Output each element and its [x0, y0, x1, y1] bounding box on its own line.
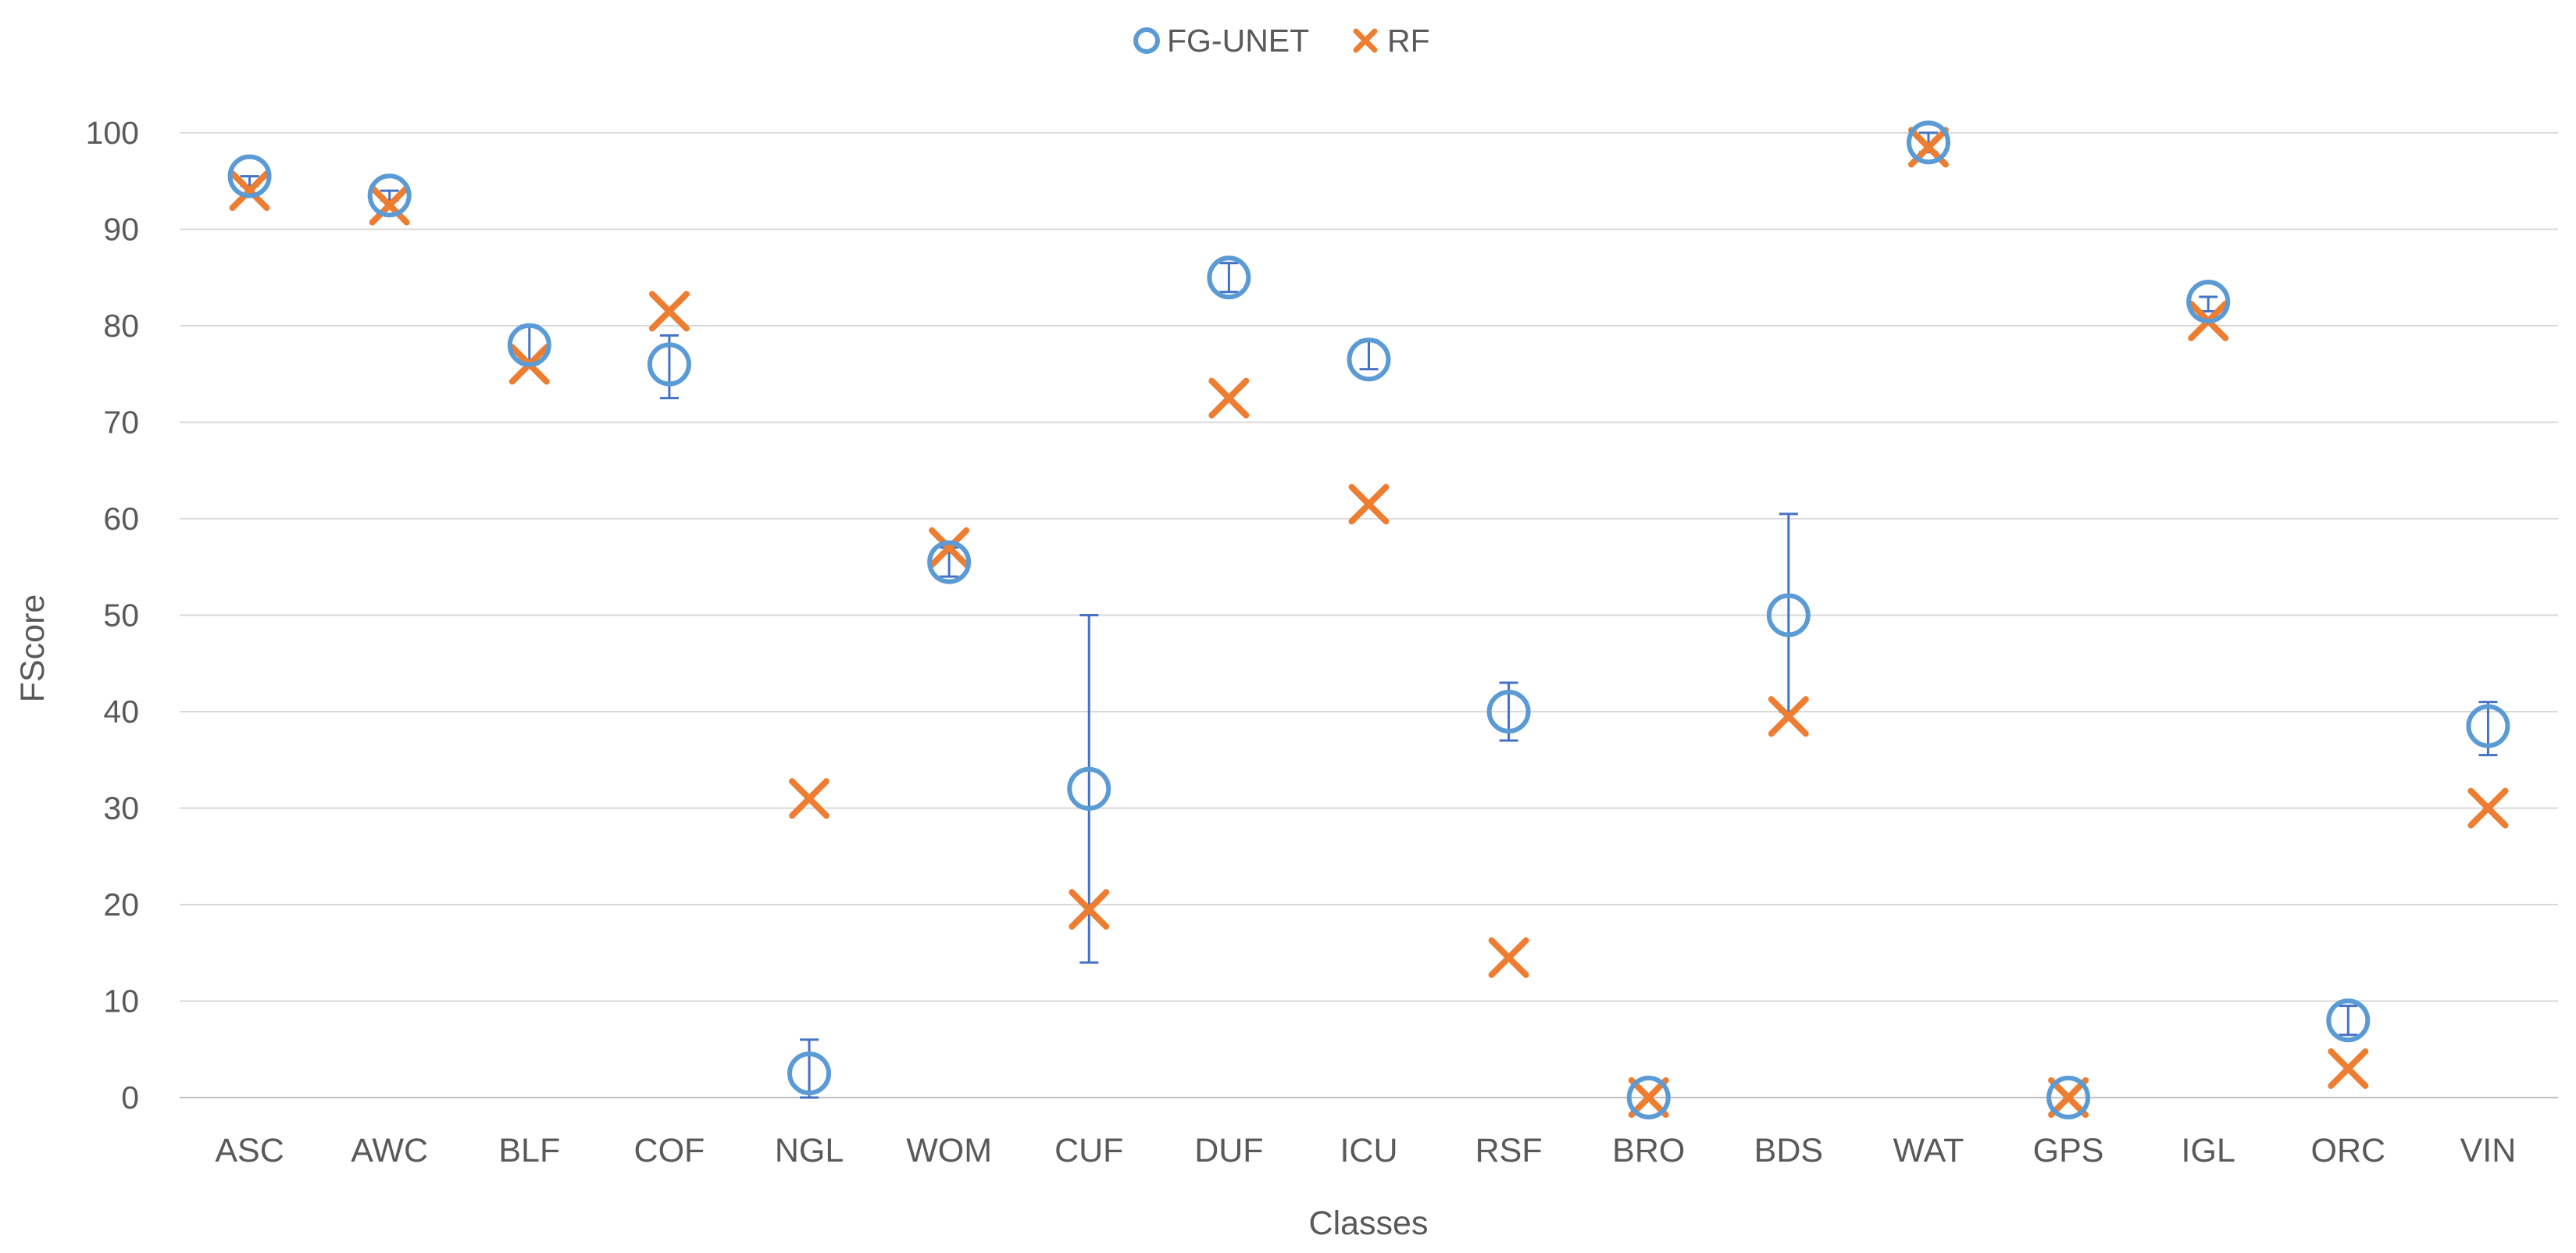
gridlines — [180, 132, 2558, 1098]
y-tick-label-70: 70 — [103, 405, 139, 441]
rf-point-orc — [2328, 1048, 2369, 1089]
y-tick-label-30: 30 — [103, 791, 139, 826]
y-axis-title: FScore — [14, 594, 52, 703]
fg-unet-point-rsf — [1486, 690, 1531, 734]
fg-unet-point-bro — [1626, 1076, 1671, 1119]
fg-unet-point-gps — [2046, 1076, 2091, 1119]
fg-unet-point-wat — [1906, 120, 1950, 165]
x-tick-label-vin: VIN — [2460, 1132, 2517, 1169]
error-bar-cuf — [1079, 614, 1099, 964]
x-tick-label-orc: ORC — [2311, 1132, 2386, 1169]
rf-point-icu — [1348, 484, 1390, 525]
fg-unet-point-vin — [2466, 704, 2510, 748]
x-tick-label-igl: IGL — [2182, 1132, 2235, 1169]
x-tick-label-wom: WOM — [906, 1132, 992, 1169]
rf-point-duf — [1208, 377, 1250, 419]
fg-unet-point-awc — [367, 173, 412, 218]
rf-point-asc — [229, 170, 270, 212]
x-tick-label-ngl: NGL — [775, 1132, 844, 1169]
x-tick-label-duf: DUF — [1194, 1132, 1263, 1169]
rf-point-cof — [648, 291, 690, 332]
error-bar-icu — [1359, 339, 1379, 371]
x-tick-label-blf: BLF — [498, 1132, 560, 1169]
x-tick-label-cof: COF — [634, 1132, 705, 1169]
legend-rf-label: RF — [1387, 23, 1430, 59]
error-bar-bds — [1779, 512, 1798, 713]
y-tick-label-0: 0 — [121, 1080, 139, 1116]
fg-unet-point-icu — [1347, 337, 1391, 382]
fg-unet-point-bds — [1766, 593, 1811, 637]
fg-unet-point-cof — [647, 342, 691, 387]
legend-rf-marker — [1353, 28, 1378, 53]
rf-point-awc — [369, 184, 410, 226]
x-tick-label-gps: GPS — [2033, 1132, 2104, 1169]
x-tick-label-awc: AWC — [351, 1132, 428, 1169]
series-fg-unet — [227, 120, 2510, 1119]
fg-unet-point-wom — [927, 540, 972, 584]
fg-unet-point-igl — [2186, 280, 2231, 324]
legend-fg-unet-label: FG-UNET — [1167, 23, 1309, 59]
error-bar-orc — [2339, 1005, 2358, 1037]
x-tick-label-asc: ASC — [215, 1132, 284, 1169]
legend-fg-unet-marker — [1133, 27, 1160, 54]
y-tick-label-80: 80 — [103, 308, 139, 344]
fg-unet-point-orc — [2326, 998, 2371, 1043]
x-tick-label-icu: ICU — [1340, 1132, 1397, 1169]
rf-point-bds — [1768, 696, 1809, 737]
rf-point-vin — [2467, 787, 2509, 829]
legend: FG-UNET RF — [1133, 23, 1430, 59]
rf-point-bro — [1628, 1077, 1669, 1118]
fg-unet-point-blf — [507, 323, 551, 367]
x-axis-ticks: ASC AWC BLF COF NGL WOM CUF DUF ICU RSF BRO BDS WAT G… — [215, 1132, 2516, 1169]
y-tick-label-50: 50 — [103, 598, 139, 634]
error-bar-igl — [2199, 295, 2218, 312]
rf-point-cuf — [1069, 889, 1110, 930]
y-tick-label-10: 10 — [103, 983, 139, 1019]
x-tick-label-rsf: RSF — [1475, 1132, 1543, 1169]
fg-unet-point-ngl — [787, 1051, 832, 1096]
y-axis-ticks: 0 10 20 30 40 50 60 70 80 90 100 — [86, 115, 139, 1116]
y-tick-label-60: 60 — [103, 501, 139, 537]
x-tick-label-wat: WAT — [1893, 1132, 1964, 1169]
error-bar-ngl — [800, 1038, 819, 1099]
x-tick-label-cuf: CUF — [1054, 1132, 1123, 1169]
series-rf — [229, 127, 2509, 1118]
y-tick-label-40: 40 — [103, 694, 139, 730]
fg-unet-point-cuf — [1067, 766, 1111, 811]
y-tick-label-20: 20 — [103, 887, 139, 923]
x-tick-label-bro: BRO — [1612, 1132, 1685, 1169]
y-tick-label-100: 100 — [86, 115, 139, 151]
rf-point-gps — [2048, 1077, 2089, 1118]
fg-unet-point-duf — [1207, 255, 1251, 300]
x-tick-label-bds: BDS — [1754, 1132, 1823, 1169]
fg-unet-point-asc — [227, 154, 272, 198]
error-bar-duf — [1219, 262, 1239, 294]
y-tick-label-90: 90 — [103, 212, 139, 248]
rf-point-ngl — [789, 778, 830, 819]
x-axis-title: Classes — [1309, 1205, 1429, 1242]
rf-point-wom — [929, 527, 970, 569]
rf-point-rsf — [1488, 937, 1529, 978]
